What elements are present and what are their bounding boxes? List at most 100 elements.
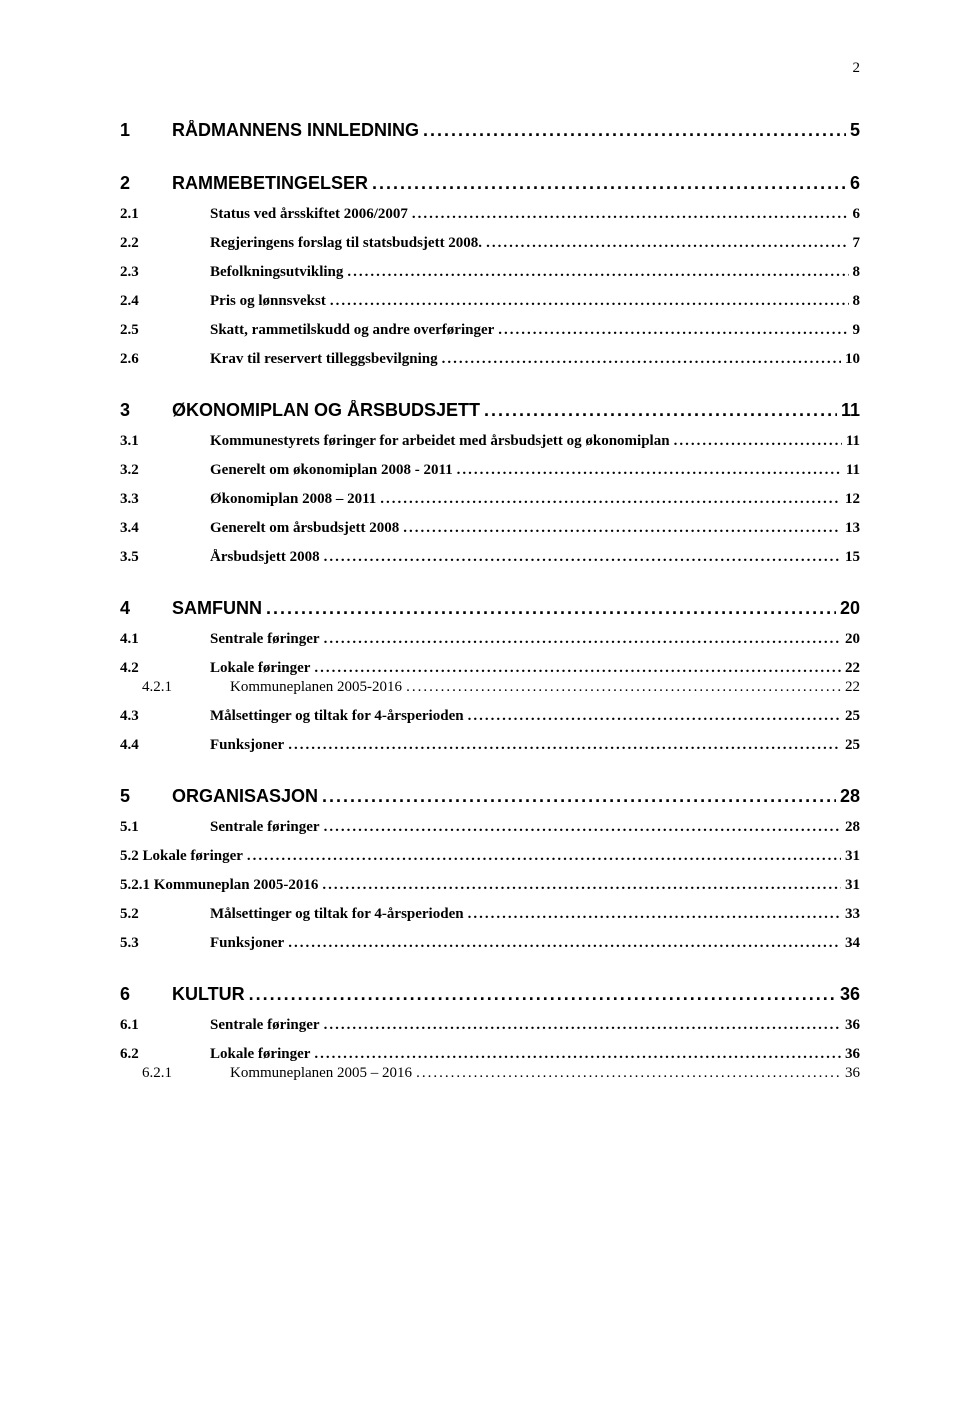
toc-entry-page: 12 xyxy=(845,491,860,508)
toc-entry-page: 6 xyxy=(850,173,860,194)
toc-entry-page: 20 xyxy=(840,598,860,619)
toc-entry-title: RÅDMANNENS INNLEDNING xyxy=(172,120,419,141)
toc-leader-dots xyxy=(314,660,841,677)
toc-entry-page: 33 xyxy=(845,906,860,923)
toc-leader-dots xyxy=(498,322,848,339)
toc-entry: 6KULTUR 36 xyxy=(120,984,860,1005)
toc-entry: 2.4Pris og lønnsvekst 8 xyxy=(120,293,860,310)
toc-entry-title: Status ved årsskiftet 2006/2007 xyxy=(172,206,408,223)
toc-entry-page: 15 xyxy=(845,549,860,566)
toc-leader-dots xyxy=(674,433,842,450)
toc-leader-dots xyxy=(288,935,841,952)
toc-entry-title: Generelt om økonomiplan 2008 - 2011 xyxy=(172,462,453,479)
toc-leader-dots xyxy=(412,206,849,223)
toc-leader-dots xyxy=(314,1046,841,1063)
toc-leader-dots xyxy=(406,679,841,696)
toc-entry-number: 6 xyxy=(120,984,172,1005)
toc-entry-number: 5 xyxy=(120,786,172,807)
toc-entry: 4.2.1Kommuneplanen 2005-201622 xyxy=(120,679,860,696)
toc-entry: 3.5Årsbudsjett 200815 xyxy=(120,549,860,566)
toc-entry-title: SAMFUNN xyxy=(172,598,262,619)
toc-entry: 3.3Økonomiplan 2008 – 201112 xyxy=(120,491,860,508)
toc-entry-number: 2.4 xyxy=(120,293,172,310)
page-number: 2 xyxy=(853,60,861,77)
toc-entry-title: Målsettinger og tiltak for 4-årsperioden xyxy=(172,708,464,725)
toc-entry-number: 6.2 xyxy=(120,1046,172,1063)
table-of-contents: 1RÅDMANNENS INNLEDNING52RAMMEBETINGELSER… xyxy=(120,120,860,1082)
toc-entry: 4.3Målsettinger og tiltak for 4-årsperio… xyxy=(120,708,860,725)
toc-entry-page: 10 xyxy=(845,351,860,368)
toc-entry-number: 2.3 xyxy=(120,264,172,281)
toc-entry: 3.2Generelt om økonomiplan 2008 - 2011 11 xyxy=(120,462,860,479)
toc-entry-number: 3.5 xyxy=(120,549,172,566)
toc-leader-dots xyxy=(380,491,841,508)
toc-entry-title: Kommuneplanen 2005 – 2016 xyxy=(192,1065,412,1082)
toc-entry-number: 2 xyxy=(120,173,172,194)
toc-leader-dots xyxy=(347,264,848,281)
toc-entry-number: 3 xyxy=(120,400,172,421)
toc-entry: 6.2.1Kommuneplanen 2005 – 2016 36 xyxy=(120,1065,860,1082)
toc-entry-page: 5 xyxy=(850,120,860,141)
toc-entry-title: Befolkningsutvikling xyxy=(172,264,343,281)
toc-entry-title: Sentrale føringer xyxy=(172,631,320,648)
toc-leader-dots xyxy=(324,631,841,648)
toc-entry-title: KULTUR xyxy=(172,984,245,1005)
toc-leader-dots xyxy=(423,120,846,141)
toc-leader-dots xyxy=(322,877,841,894)
toc-leader-dots xyxy=(484,400,837,421)
toc-entry-page: 7 xyxy=(853,235,861,252)
toc-entry-number: 4.2 xyxy=(120,660,172,677)
toc-entry-title: Lokale føringer xyxy=(172,1046,310,1063)
toc-entry: 2.5Skatt, rammetilskudd og andre overfør… xyxy=(120,322,860,339)
toc-entry-title: 5.2 Lokale føringer xyxy=(120,848,243,865)
toc-leader-dots xyxy=(416,1065,841,1082)
toc-leader-dots xyxy=(249,984,836,1005)
toc-entry-page: 8 xyxy=(853,264,861,281)
toc-entry-number: 6.2.1 xyxy=(120,1065,192,1082)
toc-entry-title: Regjeringens forslag til statsbudsjett 2… xyxy=(172,235,482,252)
toc-entry-page: 36 xyxy=(845,1065,860,1082)
toc-entry-number: 4.1 xyxy=(120,631,172,648)
toc-entry: 5.3Funksjoner34 xyxy=(120,935,860,952)
toc-entry: 3.4Generelt om årsbudsjett 200813 xyxy=(120,520,860,537)
toc-entry-number: 4 xyxy=(120,598,172,619)
toc-entry-page: 34 xyxy=(845,935,860,952)
toc-leader-dots xyxy=(457,462,842,479)
toc-entry: 6.1Sentrale føringer36 xyxy=(120,1017,860,1034)
toc-entry-page: 25 xyxy=(845,737,860,754)
toc-leader-dots xyxy=(324,549,841,566)
toc-entry-title: Kommunestyrets føringer for arbeidet med… xyxy=(172,433,670,450)
toc-entry-page: 11 xyxy=(846,462,860,479)
toc-entry-title: Krav til reservert tilleggsbevilgning xyxy=(172,351,438,368)
toc-leader-dots xyxy=(322,786,836,807)
toc-leader-dots xyxy=(324,1017,841,1034)
toc-entry: 3ØKONOMIPLAN OG ÅRSBUDSJETT11 xyxy=(120,400,860,421)
toc-entry-page: 9 xyxy=(853,322,861,339)
toc-entry-title: ORGANISASJON xyxy=(172,786,318,807)
toc-entry-title: Kommuneplanen 2005-2016 xyxy=(192,679,402,696)
toc-entry-number: 3.2 xyxy=(120,462,172,479)
toc-entry: 5.2.1 Kommuneplan 2005-201631 xyxy=(120,877,860,894)
toc-entry: 1RÅDMANNENS INNLEDNING5 xyxy=(120,120,860,141)
toc-entry-title: Pris og lønnsvekst xyxy=(172,293,326,310)
toc-leader-dots xyxy=(468,906,841,923)
toc-entry: 2RAMMEBETINGELSER6 xyxy=(120,173,860,194)
toc-entry-number: 2.6 xyxy=(120,351,172,368)
toc-entry-number: 2.5 xyxy=(120,322,172,339)
toc-leader-dots xyxy=(266,598,836,619)
toc-entry: 5.1Sentrale føringer28 xyxy=(120,819,860,836)
toc-entry-title: ØKONOMIPLAN OG ÅRSBUDSJETT xyxy=(172,400,480,421)
toc-entry-page: 22 xyxy=(845,679,860,696)
toc-entry-page: 36 xyxy=(840,984,860,1005)
toc-entry: 5.2Målsettinger og tiltak for 4-årsperio… xyxy=(120,906,860,923)
toc-entry-number: 6.1 xyxy=(120,1017,172,1034)
toc-entry-number: 2.2 xyxy=(120,235,172,252)
toc-entry-page: 36 xyxy=(845,1046,860,1063)
toc-entry-number: 4.4 xyxy=(120,737,172,754)
toc-entry-page: 8 xyxy=(853,293,861,310)
toc-entry-title: Lokale føringer xyxy=(172,660,310,677)
toc-entry-number: 5.2 xyxy=(120,906,172,923)
toc-leader-dots xyxy=(442,351,841,368)
toc-entry: 3.1Kommunestyrets føringer for arbeidet … xyxy=(120,433,860,450)
toc-entry: 4.1Sentrale føringer20 xyxy=(120,631,860,648)
